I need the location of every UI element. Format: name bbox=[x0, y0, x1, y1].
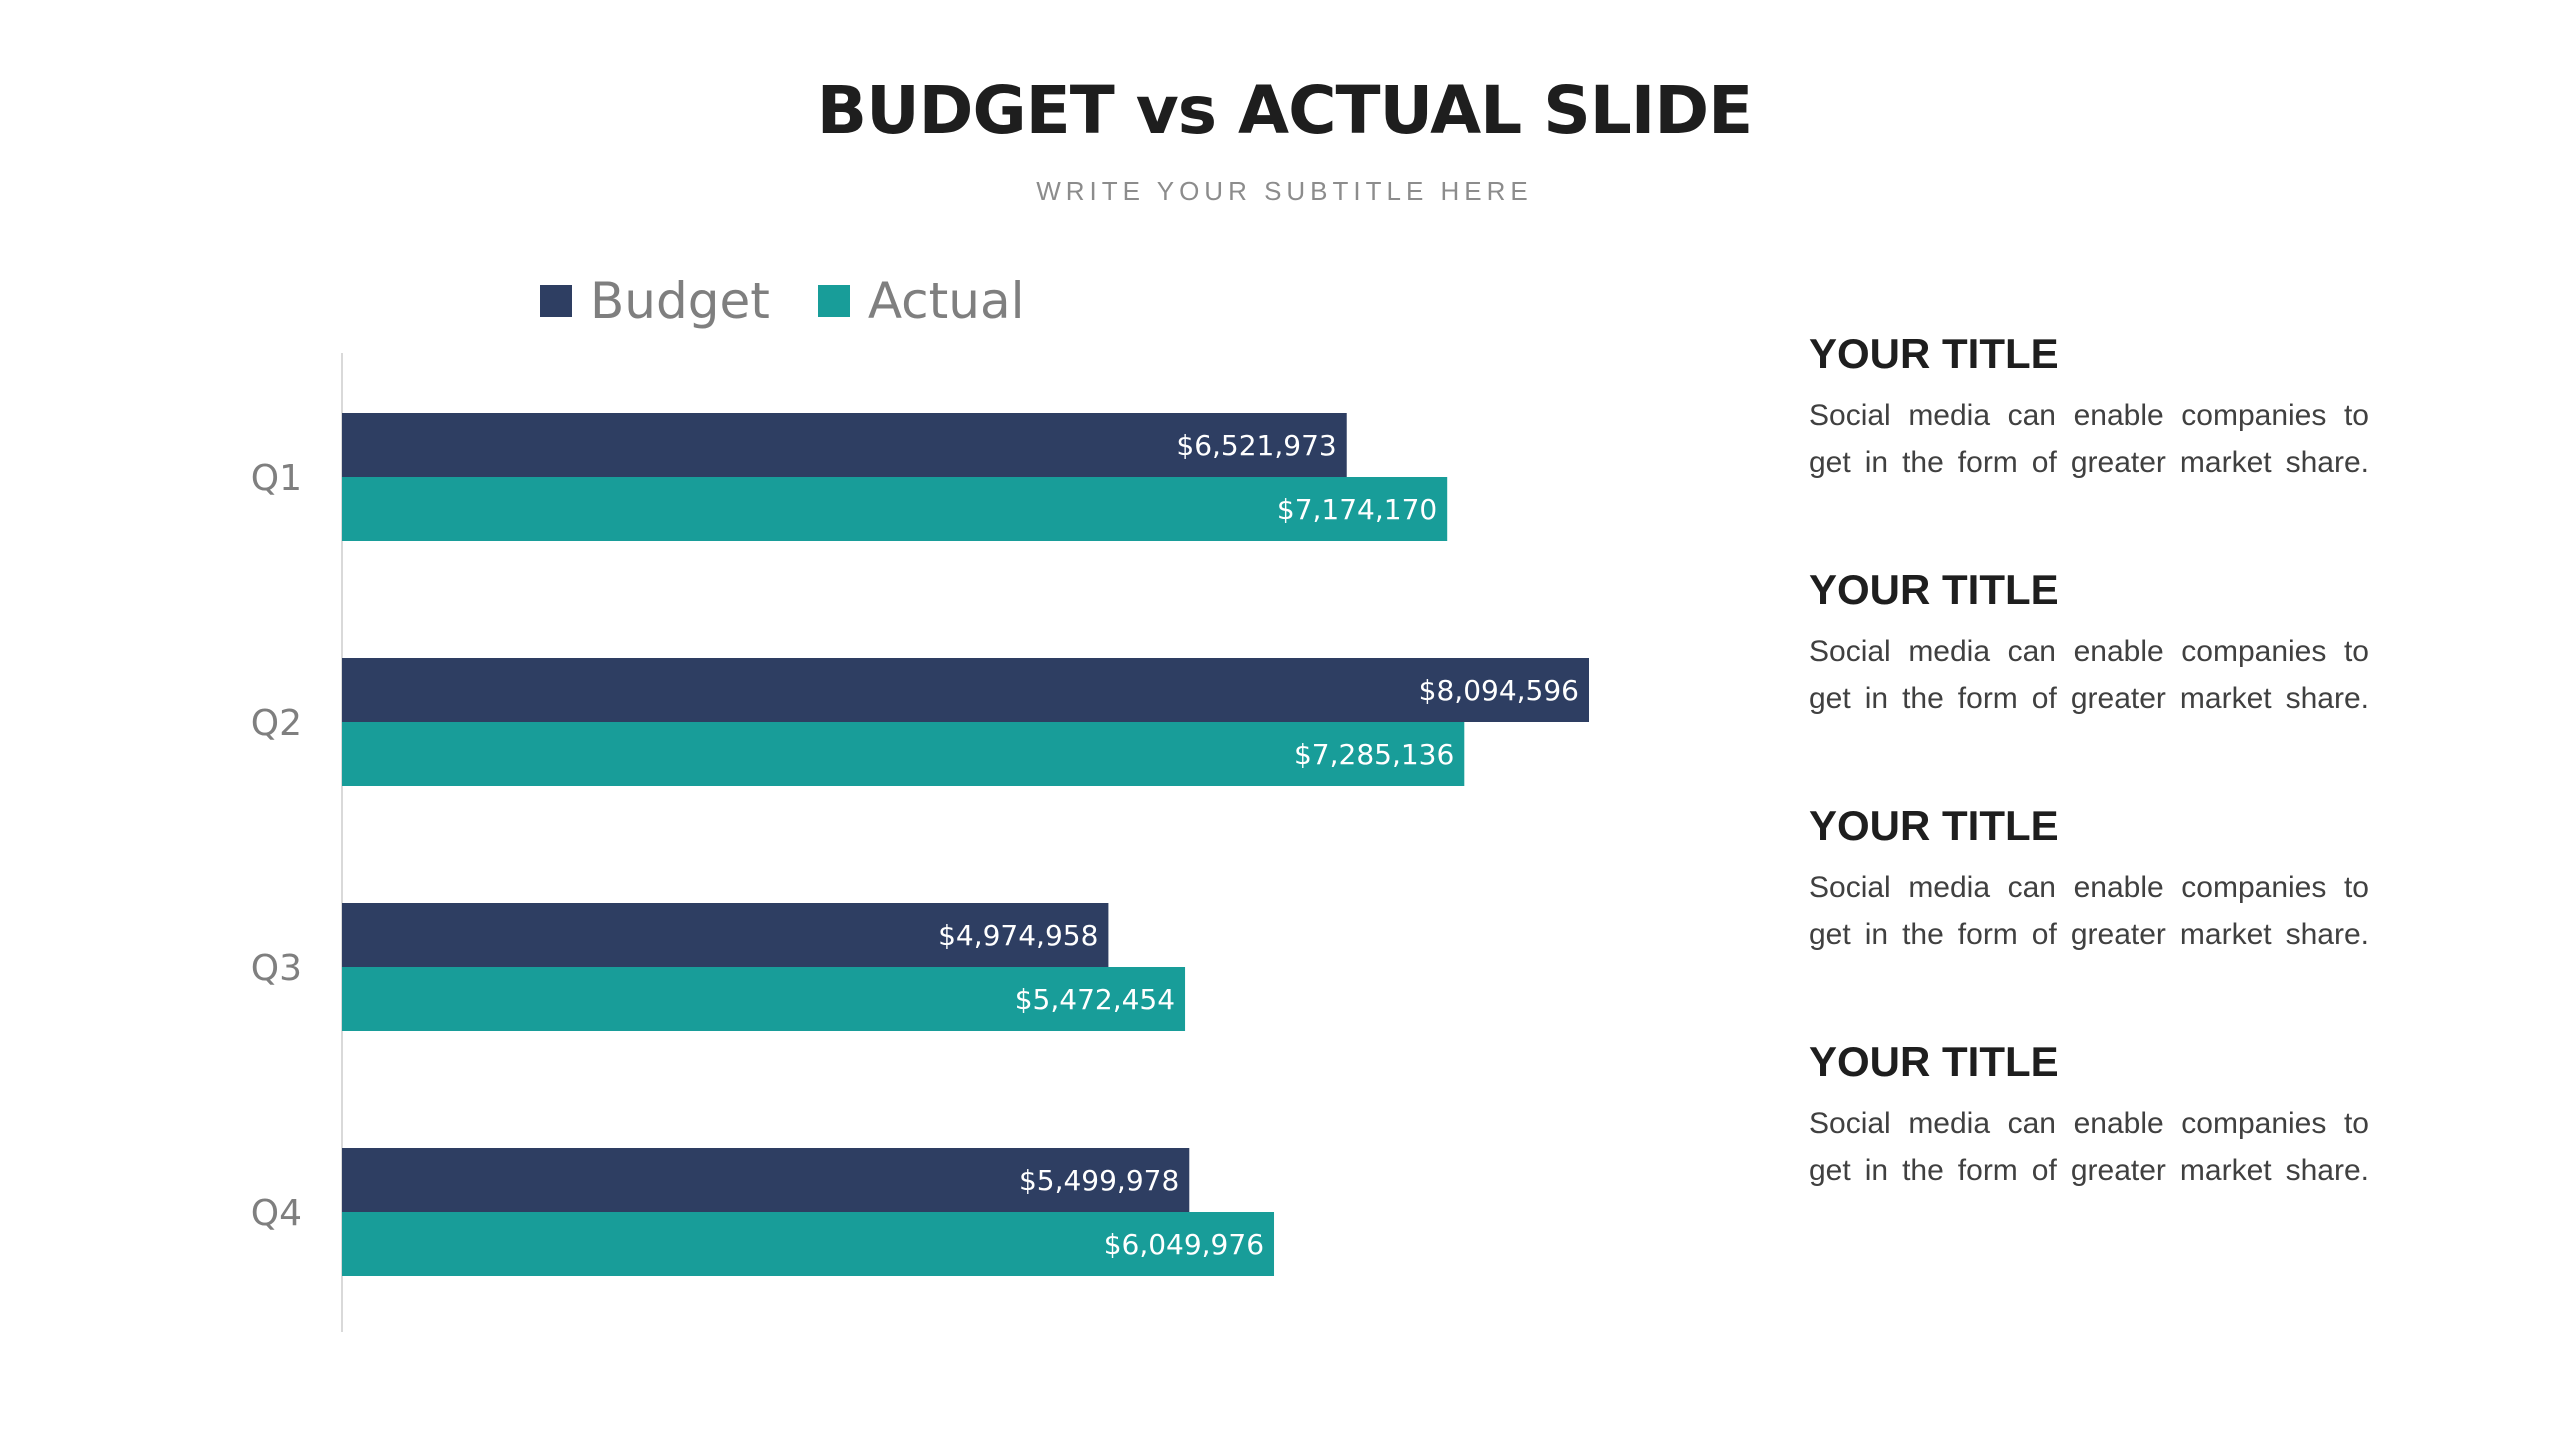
bar-budget-q2 bbox=[342, 658, 1589, 722]
page-title: BUDGET vs ACTUAL SLIDE bbox=[816, 72, 1753, 149]
data-label-actual-q3: $5,472,454 bbox=[1015, 983, 1175, 1016]
page-subtitle: WRITE YOUR SUBTITLE HERE bbox=[1036, 176, 1533, 206]
bar-budget-q4 bbox=[342, 1148, 1190, 1212]
bar-actual-q1 bbox=[342, 477, 1448, 541]
data-label-actual-q4: $6,049,976 bbox=[1104, 1228, 1264, 1261]
text-block-3: YOUR TITLE Social media can enable compa… bbox=[1809, 802, 2369, 958]
legend-swatch-actual bbox=[817, 285, 850, 317]
data-label-actual-q2: $7,285,136 bbox=[1294, 738, 1454, 771]
category-label-q4: Q4 bbox=[251, 1193, 302, 1234]
data-label-budget-q3: $4,974,958 bbox=[938, 919, 1098, 952]
chart-legend: Budget Actual bbox=[540, 272, 1072, 330]
data-label-actual-q1: $7,174,170 bbox=[1277, 493, 1437, 526]
data-label-budget-q4: $5,499,978 bbox=[1019, 1164, 1179, 1197]
text-block-1: YOUR TITLE Social media can enable compa… bbox=[1809, 330, 2369, 486]
bar-actual-q2 bbox=[342, 722, 1465, 786]
bar-actual-q3 bbox=[342, 967, 1186, 1031]
category-label-q3: Q3 bbox=[251, 948, 302, 989]
bar-budget-q1 bbox=[342, 413, 1347, 477]
legend-item-actual: Actual bbox=[817, 272, 1025, 330]
data-label-budget-q1: $6,521,973 bbox=[1176, 429, 1336, 462]
data-label-budget-q2: $8,094,596 bbox=[1419, 674, 1579, 707]
block-title: YOUR TITLE bbox=[1809, 802, 2059, 849]
block-title: YOUR TITLE bbox=[1809, 330, 2059, 377]
bar-budget-q3 bbox=[342, 903, 1109, 967]
block-text: Social media can enable companies to get… bbox=[1809, 635, 2369, 715]
block-title: YOUR TITLE bbox=[1809, 566, 2059, 613]
category-label-q1: Q1 bbox=[251, 458, 302, 499]
bar-actual-q4 bbox=[342, 1212, 1275, 1276]
legend-label-budget: Budget bbox=[590, 272, 770, 330]
block-text: Social media can enable companies to get… bbox=[1809, 871, 2369, 951]
block-text: Social media can enable companies to get… bbox=[1809, 1107, 2369, 1187]
block-text: Social media can enable companies to get… bbox=[1809, 399, 2369, 479]
legend-label-actual: Actual bbox=[867, 272, 1025, 330]
block-title: YOUR TITLE bbox=[1809, 1038, 2059, 1085]
bar-chart: Q1 $6,521,973 $7,174,170 Q2 $8,094,596 $7,285… bbox=[251, 353, 1589, 1332]
legend-swatch-budget bbox=[540, 285, 572, 317]
legend-item-budget: Budget bbox=[540, 272, 770, 330]
text-block-4: YOUR TITLE Social media can enable compa… bbox=[1809, 1038, 2369, 1194]
text-block-2: YOUR TITLE Social media can enable compa… bbox=[1809, 566, 2369, 722]
category-label-q2: Q2 bbox=[251, 703, 302, 744]
